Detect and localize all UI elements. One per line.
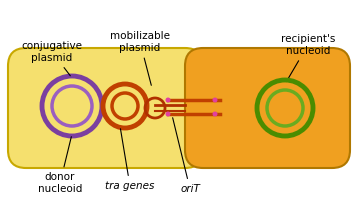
Circle shape	[165, 111, 170, 116]
Text: tra genes: tra genes	[105, 129, 155, 191]
FancyBboxPatch shape	[185, 48, 350, 168]
Text: conjugative
plasmid: conjugative plasmid	[21, 41, 82, 76]
Circle shape	[213, 97, 218, 103]
Text: donor
nucleoid: donor nucleoid	[38, 137, 82, 194]
Text: mobilizable
plasmid: mobilizable plasmid	[110, 31, 170, 85]
Circle shape	[213, 111, 218, 116]
Circle shape	[165, 97, 170, 103]
FancyBboxPatch shape	[8, 48, 203, 168]
Text: oriT: oriT	[173, 118, 200, 194]
Text: recipient's
nucleoid: recipient's nucleoid	[281, 34, 335, 82]
